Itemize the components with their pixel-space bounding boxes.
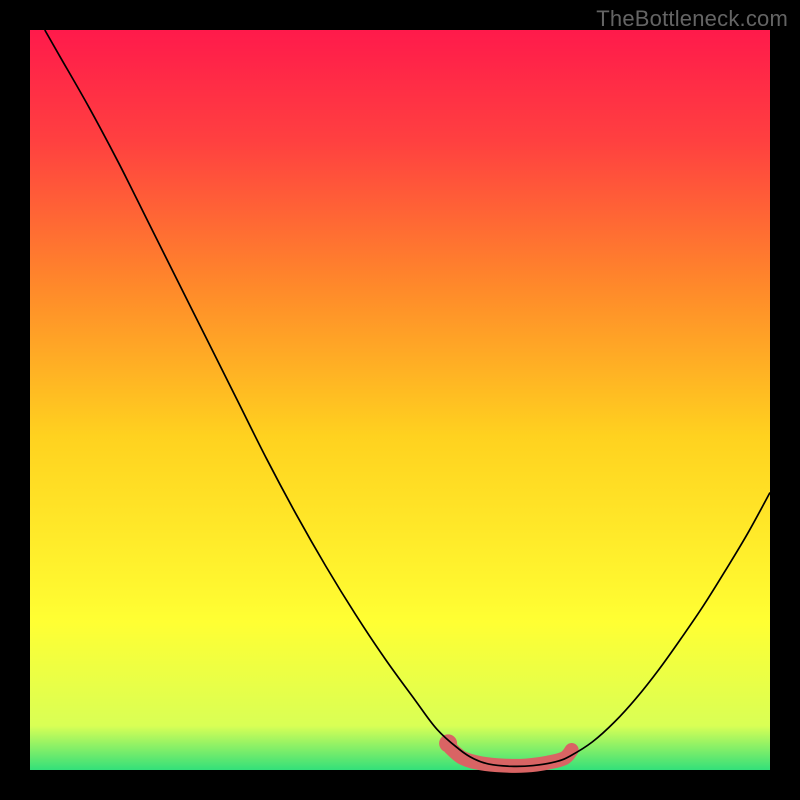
main-curve <box>45 30 770 766</box>
watermark-text: TheBottleneck.com <box>596 6 788 32</box>
chart-container: TheBottleneck.com <box>0 0 800 800</box>
plot-area <box>30 30 770 770</box>
chart-svg <box>30 30 770 770</box>
